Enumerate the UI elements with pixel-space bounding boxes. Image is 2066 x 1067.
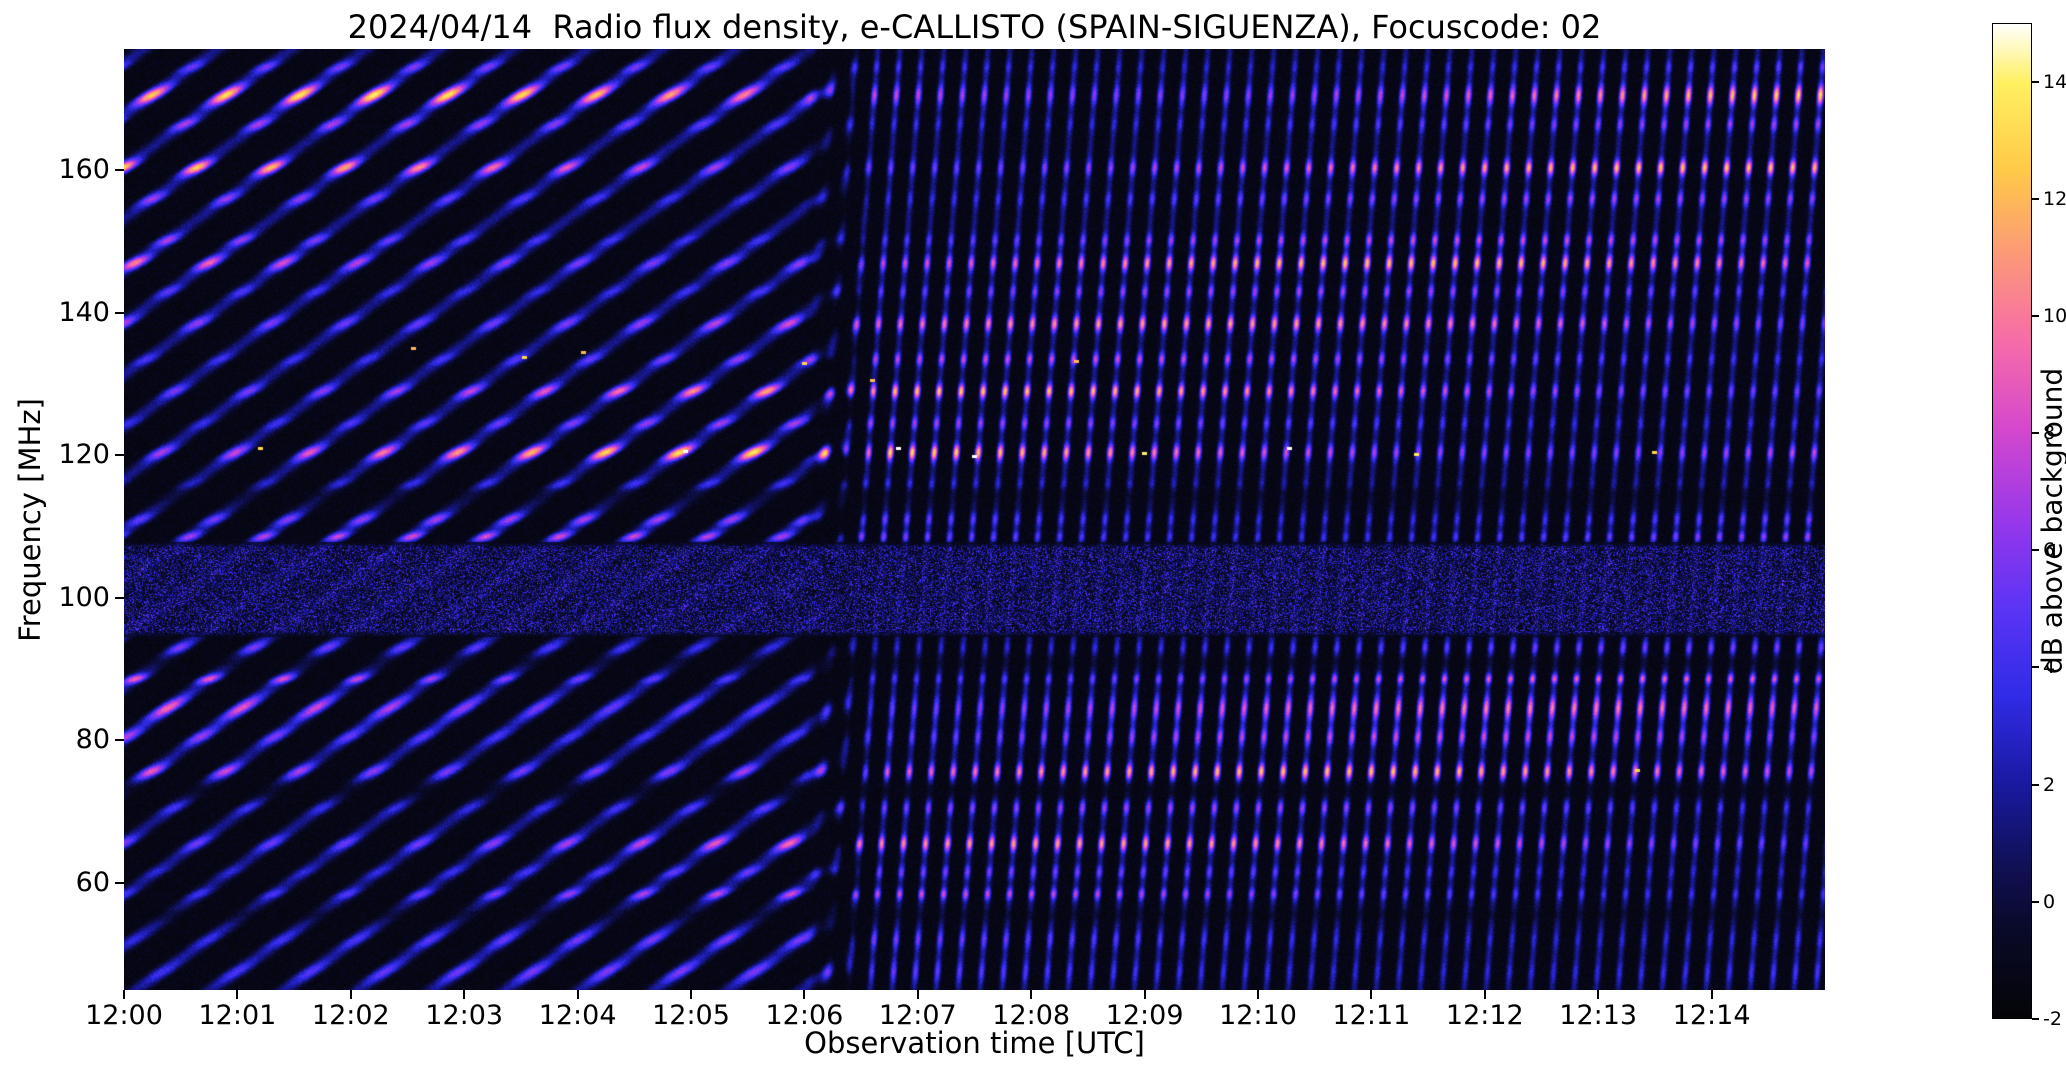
y-tick-label: 100 [58, 581, 110, 613]
colorbar-tick-mark [2032, 197, 2039, 200]
colorbar-tick-mark [2032, 900, 2039, 903]
x-tick-mark [1483, 990, 1486, 999]
x-tick-label: 12:14 [1672, 1000, 1751, 1031]
x-tick-label: 12:10 [1219, 1000, 1297, 1031]
x-tick-label: 12:06 [765, 1000, 844, 1031]
x-tick-label: 12:03 [425, 1000, 504, 1031]
x-tick-label: 12:11 [1332, 1000, 1411, 1031]
x-axis-label: Observation time [UTC] [804, 1026, 1145, 1060]
spectrogram-canvas [124, 49, 1825, 990]
x-tick-mark [1257, 990, 1259, 999]
x-tick-mark [123, 990, 125, 999]
x-tick-label: 12:02 [311, 1000, 390, 1031]
colorbar-label: dB above background [2035, 367, 2066, 675]
colorbar-tick-label: 2 [2043, 773, 2056, 796]
colorbar-tick-mark [2032, 314, 2039, 317]
x-tick-mark [463, 990, 466, 999]
x-tick-mark [1143, 990, 1146, 999]
x-tick-mark [1597, 990, 1600, 999]
colorbar-tick-mark [2032, 549, 2039, 552]
y-tick-mark [115, 739, 124, 742]
x-tick-label: 12:07 [878, 1000, 957, 1031]
y-tick-mark [115, 311, 124, 314]
x-tick-mark [1370, 990, 1373, 999]
x-tick-label: 12:12 [1445, 1000, 1524, 1031]
x-tick-label: 12:13 [1559, 1000, 1638, 1031]
y-tick-mark [115, 596, 124, 599]
x-tick-mark [1030, 990, 1033, 999]
colorbar-tick-mark [2032, 80, 2039, 83]
colorbar-tick-label: 14 [2043, 70, 2066, 93]
y-tick-mark [115, 454, 124, 457]
colorbar-tick-label: 8 [2043, 422, 2056, 445]
colorbar-tick-mark [2032, 432, 2039, 435]
colorbar-tick-mark [2032, 783, 2039, 786]
y-tick-label: 60 [75, 867, 110, 899]
x-tick-label: 12:01 [198, 1000, 277, 1031]
y-tick-label: 140 [58, 296, 110, 328]
colorbar-tick-label: 10 [2043, 304, 2066, 327]
colorbar-tick-label: -2 [2043, 1008, 2062, 1030]
x-tick-label: 12:09 [1105, 1000, 1184, 1031]
x-tick-mark [349, 990, 352, 999]
x-tick-mark [690, 990, 692, 999]
colorbar-tick-mark [2032, 1018, 2039, 1020]
colorbar-canvas [1992, 23, 2032, 1019]
x-tick-label: 12:08 [992, 1000, 1071, 1031]
colorbar-tick-mark [2032, 666, 2039, 669]
colorbar-tick-label: 0 [2043, 890, 2056, 913]
y-tick-mark [115, 882, 124, 885]
x-tick-label: 12:04 [538, 1000, 617, 1031]
colorbar-tick-label: 4 [2043, 656, 2056, 679]
y-tick-label: 120 [58, 439, 110, 471]
x-tick-label: 12:05 [652, 1000, 730, 1031]
y-tick-mark [115, 169, 124, 172]
y-tick-label: 160 [58, 154, 110, 186]
colorbar-tick-label: 6 [2043, 539, 2056, 562]
x-tick-mark [916, 990, 919, 999]
x-tick-mark [1710, 990, 1713, 999]
x-tick-mark [803, 990, 806, 999]
y-tick-label: 80 [75, 724, 110, 756]
x-tick-label: 12:00 [85, 1000, 163, 1031]
colorbar-tick-label: 12 [2043, 187, 2066, 210]
x-tick-mark [236, 990, 239, 999]
chart-title: 2024/04/14 Radio flux density, e-CALLIST… [347, 8, 1602, 46]
x-tick-mark [576, 990, 579, 999]
